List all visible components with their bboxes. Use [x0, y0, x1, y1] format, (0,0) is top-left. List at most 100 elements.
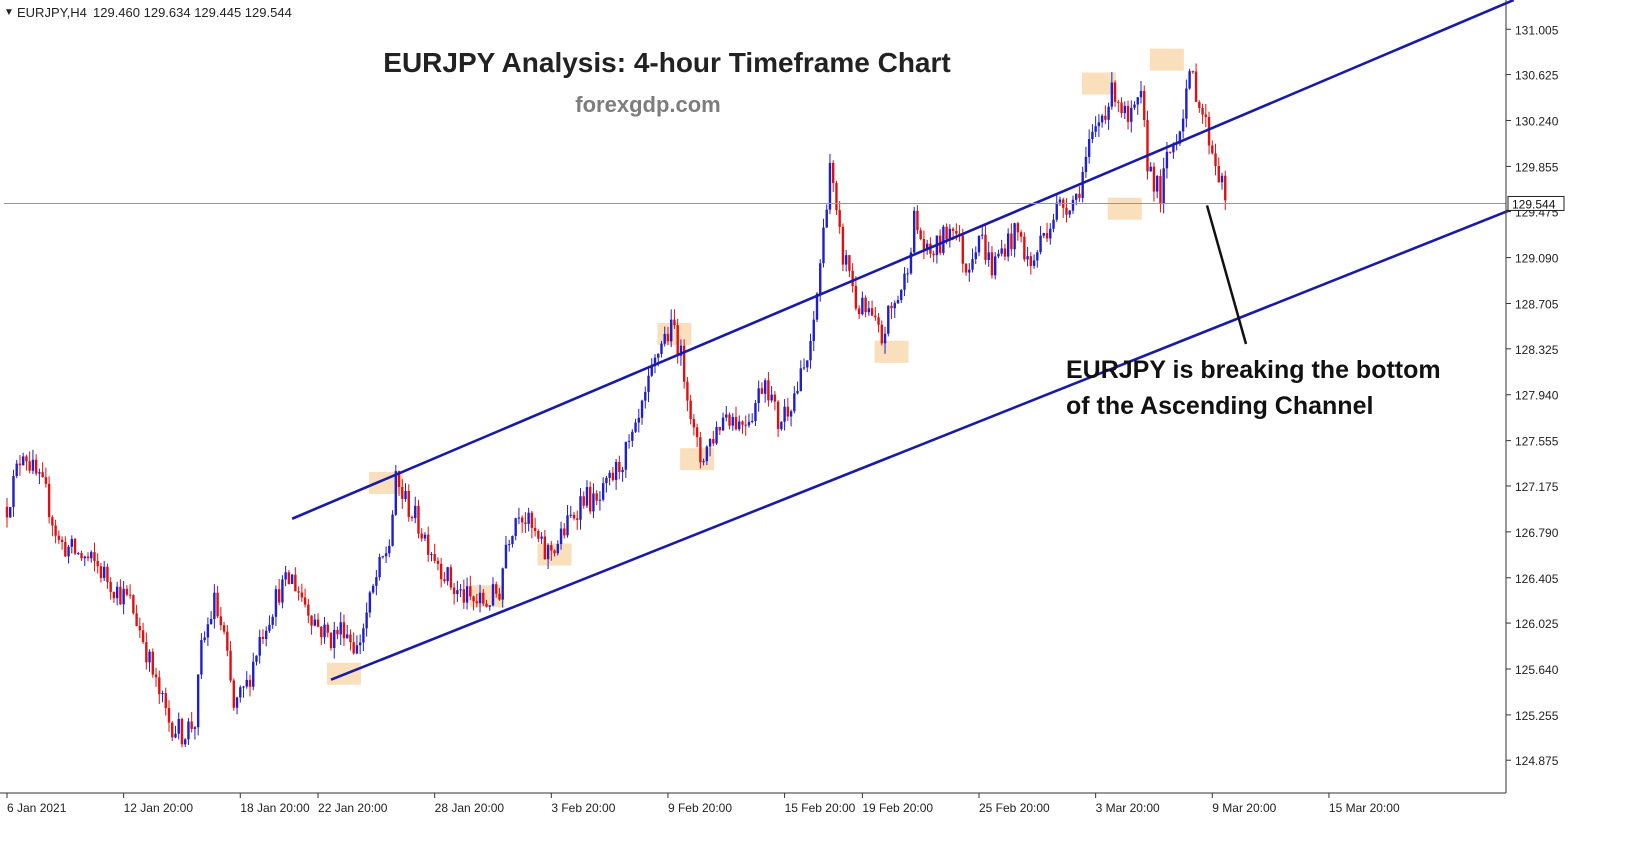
candle-body [252, 661, 255, 687]
candle [401, 479, 404, 509]
candle [226, 625, 229, 657]
candle [316, 613, 320, 628]
candle [1029, 252, 1033, 275]
candle [1149, 162, 1152, 172]
candle [682, 339, 686, 389]
candle-body [559, 528, 563, 545]
candle-body [731, 417, 734, 426]
candle [1055, 193, 1058, 222]
highlight-box [469, 585, 504, 608]
candle [1026, 246, 1029, 267]
candle [349, 629, 352, 651]
candle [913, 206, 916, 254]
annotation-line-1: EURJPY is breaking the bottom [1066, 356, 1441, 384]
candle-body [942, 226, 945, 253]
candle-body [174, 733, 177, 738]
candle-body [984, 234, 987, 260]
x-tick-label: 25 Feb 20:00 [979, 801, 1050, 815]
candle-body [757, 388, 760, 404]
candle-body [381, 556, 385, 558]
candle [1039, 226, 1042, 255]
candle [780, 421, 783, 431]
candle-body [1214, 153, 1217, 166]
candle-body [1165, 151, 1169, 169]
candle-body [430, 554, 433, 556]
candle-body [679, 345, 683, 356]
candle [1094, 116, 1097, 138]
candle-body [203, 637, 206, 641]
candle [423, 532, 427, 542]
candle-body [18, 463, 22, 466]
candle [783, 399, 786, 431]
candle-body [1133, 104, 1136, 108]
candle [776, 400, 780, 438]
candle-body [12, 475, 15, 508]
candle-body [925, 243, 929, 251]
candle-body [734, 417, 738, 430]
highlight-box [1107, 197, 1142, 220]
x-tick-label: 18 Jan 20:00 [240, 801, 310, 815]
candle-body [563, 528, 566, 536]
candle-body [1003, 248, 1007, 257]
candle-body [1013, 223, 1016, 250]
candle [1217, 157, 1220, 183]
candle [60, 536, 64, 550]
candle [1126, 100, 1130, 130]
candle-body [961, 235, 964, 264]
candle-body [138, 625, 142, 631]
x-tick-label: 12 Jan 20:00 [124, 801, 194, 815]
candle [919, 227, 922, 241]
candle-body [663, 333, 666, 344]
candle [634, 418, 637, 433]
candle [598, 491, 602, 511]
candle [407, 484, 410, 522]
candle-body [627, 440, 631, 442]
candle [754, 400, 757, 427]
candle [786, 397, 790, 421]
candle-body [767, 380, 770, 401]
x-tick-label: 9 Feb 20:00 [668, 801, 732, 815]
candle-body [598, 499, 602, 501]
candle-body [394, 471, 397, 515]
candle-body [281, 579, 284, 603]
candle-body [436, 560, 440, 564]
candle [375, 570, 378, 596]
candle [70, 535, 73, 554]
candle [605, 475, 608, 493]
candle [109, 577, 112, 600]
candle [757, 380, 760, 412]
chart-symbol: EURJPY,H4 [17, 5, 87, 20]
candle-body [433, 554, 436, 561]
candle-body [439, 563, 443, 580]
candle-body [368, 592, 372, 613]
candle [371, 583, 375, 594]
candle [452, 583, 456, 605]
candle-body [388, 545, 391, 554]
candle-body [1068, 210, 1071, 215]
candle-body [922, 238, 926, 251]
candle-body [261, 636, 265, 639]
candle [841, 223, 845, 272]
candle-body [145, 642, 148, 663]
candle-body [520, 517, 524, 523]
candle [57, 530, 61, 544]
candle-body [358, 642, 362, 646]
symbol-dropdown-icon[interactable]: ▼ [4, 7, 14, 18]
candle [906, 268, 909, 283]
candle [268, 615, 271, 633]
candle [456, 580, 459, 602]
candle [469, 575, 472, 601]
candle-body [1201, 107, 1204, 115]
candle [1162, 157, 1165, 214]
candle-body [721, 417, 725, 431]
candle [171, 721, 174, 742]
candle [219, 606, 223, 631]
candle-body [848, 255, 851, 271]
candle [864, 295, 867, 318]
candle [1065, 198, 1068, 223]
candle [1198, 100, 1201, 113]
candle [336, 626, 339, 640]
candle-body [478, 592, 482, 604]
candle [964, 263, 968, 276]
candle-body [1010, 233, 1013, 250]
